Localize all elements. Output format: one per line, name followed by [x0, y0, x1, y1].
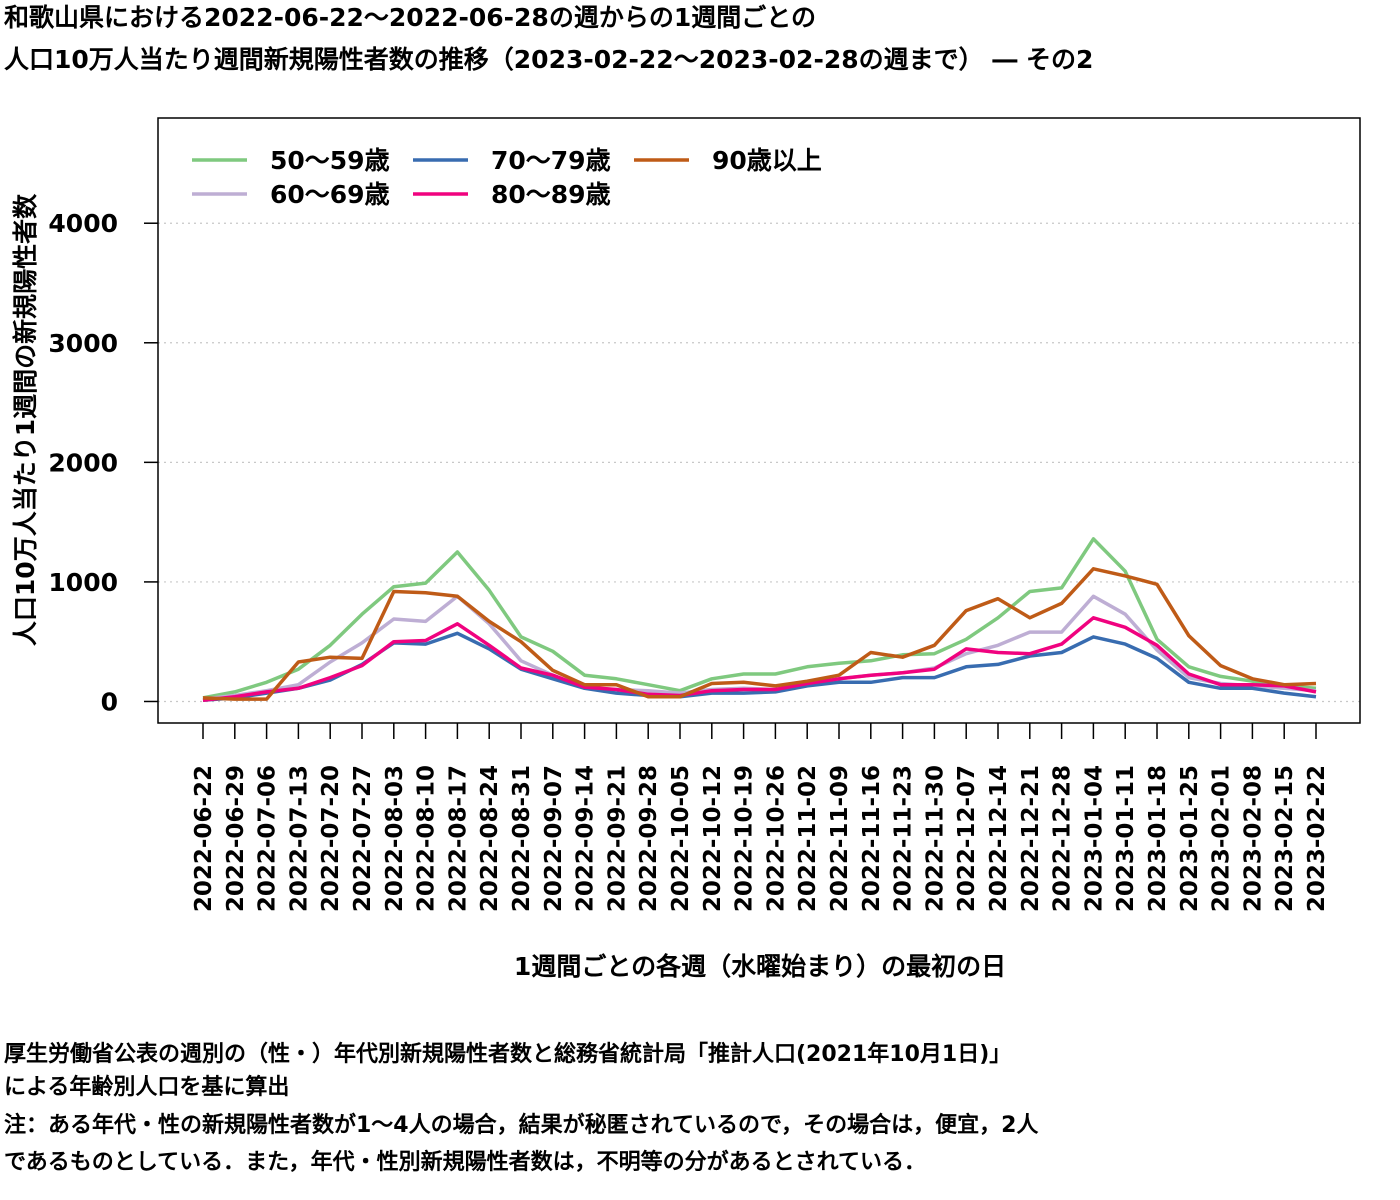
- source-note-line-2: による年齢別人口を基に算出: [4, 1075, 290, 1100]
- x-tick-label: 2022-11-23: [891, 765, 917, 912]
- x-tick-label: 2022-12-21: [1018, 765, 1044, 912]
- x-tick-label: 2022-07-06: [255, 765, 281, 912]
- x-tick-label: 2022-09-28: [636, 765, 662, 912]
- x-tick-label: 2023-02-22: [1304, 765, 1330, 912]
- y-tick-label: 0: [101, 687, 118, 716]
- x-tick-label: 2022-10-12: [700, 765, 726, 912]
- footnote-line-2: であるものとしている．また，年代・性別新規陽性者数は，不明等の分があるとされてい…: [4, 1150, 927, 1175]
- legend: 50〜59歳 60〜69歳 70〜79歳 80〜89歳 90歳以上: [192, 146, 822, 209]
- gridlines: [158, 222, 1360, 703]
- x-axis: 2022-06-22 2022-06-29 2022-07-06 2022-07-13…: [191, 723, 1330, 912]
- x-tick-label: 2022-08-03: [382, 765, 408, 912]
- legend-label: 70〜79歳: [491, 146, 611, 175]
- x-tick-label: 2023-02-01: [1209, 765, 1235, 912]
- x-tick-label: 2022-09-14: [573, 765, 599, 912]
- legend-label: 50〜59歳: [270, 146, 390, 175]
- x-tick-label: 2023-01-04: [1081, 765, 1107, 912]
- legend-label: 60〜69歳: [270, 180, 390, 209]
- x-tick-label: 2023-01-11: [1113, 765, 1139, 912]
- x-tick-label: 2022-10-19: [732, 765, 758, 912]
- x-tick-label: 2022-09-21: [604, 765, 630, 912]
- x-tick-label: 2022-08-24: [477, 765, 503, 912]
- y-tick-label: 4000: [48, 209, 118, 238]
- series-line: [202, 616, 1317, 703]
- y-axis-label: 人口10万人当たり1週間の新規陽性者数: [11, 193, 40, 646]
- x-tick-label: 2023-01-25: [1177, 765, 1203, 912]
- x-tick-label: 2023-02-08: [1240, 765, 1266, 912]
- x-tick-label: 2022-06-29: [223, 765, 249, 912]
- x-tick-label: 2022-07-27: [350, 765, 376, 912]
- plot-frame: [157, 117, 1361, 724]
- x-tick-label: 2022-06-22: [191, 765, 217, 912]
- x-tick-label: 2022-11-16: [859, 765, 885, 912]
- x-tick-label: 2022-10-26: [763, 765, 789, 912]
- x-tick-label: 2022-10-05: [668, 765, 694, 912]
- x-tick-label: 2022-11-09: [827, 765, 853, 912]
- footnote-line-1: 注：ある年代・性の新規陽性者数が1〜4人の場合，結果が秘匿されているので，その場…: [4, 1113, 1039, 1138]
- x-tick-label: 2022-12-07: [954, 765, 980, 912]
- series-line: [202, 567, 1317, 701]
- legend-label: 80〜89歳: [491, 180, 611, 209]
- series-line: [202, 537, 1317, 700]
- y-tick-label: 2000: [48, 448, 118, 477]
- x-tick-label: 2022-11-02: [795, 765, 821, 912]
- x-tick-label: 2022-07-20: [318, 765, 344, 912]
- x-tick-label: 2022-08-10: [414, 765, 440, 912]
- y-tick-label: 3000: [48, 329, 118, 358]
- x-tick-label: 2022-08-31: [509, 765, 535, 912]
- series-lines: [202, 537, 1317, 703]
- y-tick-label: 1000: [48, 568, 118, 597]
- x-tick-label: 2022-12-14: [986, 765, 1012, 912]
- x-axis-label: 1週間ごとの各週（水曜始まり）の最初の日: [514, 952, 1006, 981]
- x-tick-label: 2022-08-17: [445, 765, 471, 912]
- x-tick-label: 2023-01-18: [1145, 765, 1171, 912]
- x-tick-label: 2022-09-07: [541, 765, 567, 912]
- x-tick-label: 2022-12-28: [1050, 765, 1076, 912]
- chart-title-line-2: 人口10万人当たり週間新規陽性者数の推移（2023-02-22〜2023-02-…: [4, 45, 1094, 74]
- x-tick-label: 2022-07-13: [286, 765, 312, 912]
- x-tick-label: 2022-11-30: [922, 765, 948, 912]
- source-note-line-1: 厚生労働省公表の週別の（性・）年代別新規陽性者数と総務省統計局「推計人口(202…: [4, 1042, 1012, 1067]
- chart-title-line-1: 和歌山県における2022-06-22〜2022-06-28の週からの1週間ごとの: [4, 3, 816, 32]
- y-axis: 0 1000 2000 3000 4000: [48, 209, 158, 716]
- x-tick-label: 2023-02-15: [1272, 765, 1298, 912]
- legend-label: 90歳以上: [712, 146, 822, 175]
